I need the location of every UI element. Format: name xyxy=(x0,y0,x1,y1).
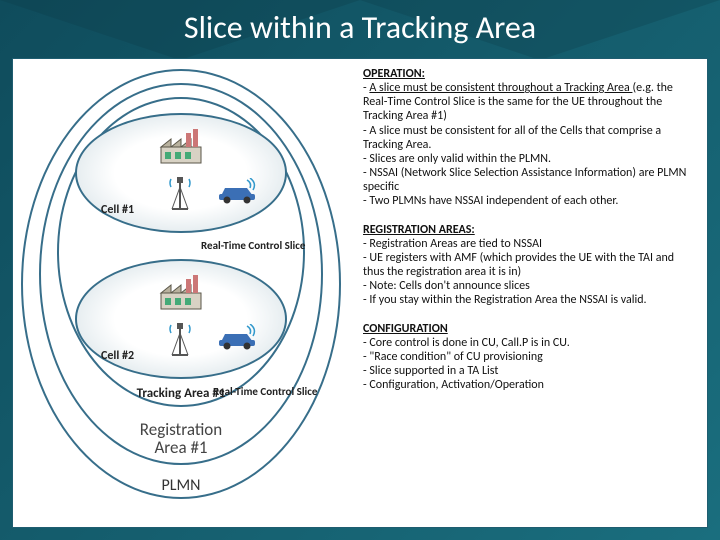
operation-block: OPERATION: - A slice must be consistent … xyxy=(363,67,697,209)
registration-item: - UE registers with AMF (which provides … xyxy=(363,251,674,279)
car-icon xyxy=(217,324,259,355)
registration-block: REGISTRATION AREAS: - Registration Areas… xyxy=(363,223,697,308)
factory-icon xyxy=(157,125,205,170)
configuration-item: - Configuration, Activation/Operation xyxy=(363,378,544,392)
operation-item: - Slices are only valid within the PLMN. xyxy=(363,152,551,166)
plmn-label: PLMN xyxy=(162,476,201,495)
factory-icon xyxy=(157,271,205,316)
configuration-item: - Core control is done in CU, Call.P is … xyxy=(363,336,570,350)
registration-item: - Registration Areas are tied to NSSAI xyxy=(363,237,542,251)
operation-item: - A slice must be consistent for all of … xyxy=(363,124,661,152)
text-column: OPERATION: - A slice must be consistent … xyxy=(363,67,697,406)
registration-heading: REGISTRATION AREAS: xyxy=(363,223,475,237)
operation-heading: OPERATION: xyxy=(363,67,425,81)
car-icon xyxy=(217,178,259,209)
cell-2-label: Cell #2 xyxy=(101,349,134,363)
operation-item: - A slice must be consistent throughout … xyxy=(363,81,673,123)
cell-1-ellipse: Cell #1 xyxy=(75,113,287,233)
content-card: PLMN Registration Area #1 Tracking Area … xyxy=(12,58,708,528)
operation-item: - NSSAI (Network Slice Selection Assista… xyxy=(363,166,686,194)
registration-item: - If you stay within the Registration Ar… xyxy=(363,293,647,307)
diagram: PLMN Registration Area #1 Tracking Area … xyxy=(21,69,351,519)
page-title: Slice within a Tracking Area xyxy=(0,8,720,47)
antenna-icon xyxy=(169,319,191,362)
configuration-block: CONFIGURATION - Core control is done in … xyxy=(363,322,697,393)
cell-2-ellipse: Cell #2 xyxy=(75,259,287,379)
configuration-item: - Slice supported in a TA List xyxy=(363,364,498,378)
configuration-item: - "Race condition" of CU provisioning xyxy=(363,350,543,364)
registration-area-label: Registration Area #1 xyxy=(140,421,222,457)
antenna-icon xyxy=(169,173,191,216)
configuration-heading: CONFIGURATION xyxy=(363,322,448,336)
slice-label-2: Real-Time Control Slice xyxy=(213,385,317,398)
cell-1-label: Cell #1 xyxy=(101,203,134,217)
slice-label-1: Real-Time Control Slice xyxy=(201,239,305,252)
registration-item: - Note: Cells don't announce slices xyxy=(363,279,530,293)
operation-item: - Two PLMNs have NSSAI independent of ea… xyxy=(363,194,618,208)
